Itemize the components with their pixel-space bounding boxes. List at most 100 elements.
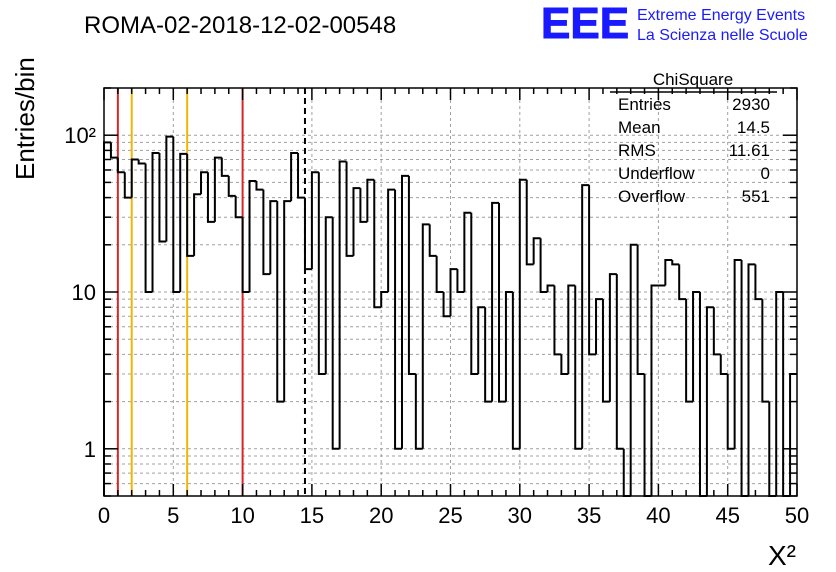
histogram-bin (179, 152, 188, 292)
histogram-bin (407, 175, 416, 375)
histogram-bin (525, 179, 534, 266)
histogram-bin (172, 136, 181, 293)
histogram-bin (477, 306, 486, 374)
histogram-bin (733, 258, 742, 449)
histogram-bin (283, 200, 292, 402)
histogram-bin (303, 197, 312, 271)
histogram-bin (234, 195, 243, 219)
histogram-bin (567, 284, 576, 374)
histogram-bin (227, 175, 236, 197)
histogram-bin (456, 269, 465, 293)
stats-value-overflow: 551 (742, 187, 770, 206)
histogram-bin (754, 264, 763, 301)
stats-title: ChiSquare (653, 70, 733, 89)
histogram-bin (331, 217, 340, 450)
histogram-bin (511, 292, 520, 450)
histogram-bin (608, 273, 617, 402)
stats-value-underflow: 0 (761, 164, 770, 183)
histogram-bin (317, 172, 326, 375)
histogram-bin (255, 181, 264, 191)
x-tick-labels: 0 5 10 15 20 25 30 35 40 45 50 (98, 503, 809, 528)
histogram-bin (310, 171, 319, 270)
histogram-bin (324, 216, 333, 374)
histogram-bin (109, 142, 118, 159)
histogram (103, 135, 797, 497)
histogram-bin (123, 172, 132, 199)
histogram-bin (504, 291, 513, 402)
chart-title: ROMA-02-2018-12-02-00548 (84, 12, 396, 39)
stats-value-entries: 2930 (732, 95, 770, 114)
stats-label-mean: Mean (618, 118, 661, 137)
stats-label-underflow: Underflow (618, 164, 695, 183)
histogram-bin (345, 161, 354, 257)
histogram-bin (352, 187, 361, 256)
histogram-bin (130, 158, 139, 198)
histogram-bin (615, 274, 624, 450)
histogram-bin (574, 285, 583, 450)
histogram-bin (539, 238, 548, 293)
histogram-bin (276, 201, 285, 403)
histogram-bin (165, 135, 174, 242)
stats-value-rms: 11.61 (729, 141, 770, 160)
histogram-bin (387, 188, 396, 292)
histogram-bin (782, 292, 791, 497)
stats-label-overflow: Overflow (618, 187, 686, 206)
histogram-bin (220, 157, 229, 177)
x-tick-label: 20 (369, 503, 393, 528)
x-tick-label: 30 (508, 503, 532, 528)
histogram-bin (421, 223, 430, 449)
histogram-bin (380, 291, 389, 308)
histogram-bin (338, 160, 347, 449)
logo-line-1: Extreme Energy Events (637, 7, 805, 24)
histogram-bin (186, 153, 195, 257)
histogram-bin (297, 153, 305, 199)
histogram-bin (262, 189, 271, 276)
x-tick-label: 15 (300, 503, 324, 528)
histogram-bin (719, 354, 728, 375)
histogram-bin (151, 152, 160, 292)
logo-line-2: La Scienza nelle Scuole (637, 27, 808, 44)
histogram-bin (712, 307, 721, 356)
histogram-bin (103, 141, 111, 496)
stats-box: ChiSquare Entries 2930 Mean 14.5 RMS 11.… (610, 70, 777, 206)
histogram-bin (200, 171, 208, 195)
histogram-bin (588, 185, 597, 356)
histogram-bin (740, 259, 749, 497)
histogram-bin (705, 306, 714, 496)
histogram-bin (560, 354, 569, 375)
x-tick-label: 50 (785, 503, 809, 528)
histogram-bin (553, 285, 562, 356)
histogram-bin (213, 156, 222, 222)
histogram-bin (629, 243, 638, 496)
eee-logo: EEE Extreme Energy Events La Scienza nel… (541, 0, 808, 49)
stats-value-mean: 14.5 (737, 118, 770, 137)
histogram-bin (414, 373, 423, 450)
histogram-bin (581, 184, 590, 449)
histogram-bin (685, 299, 694, 403)
histogram-bin (775, 291, 784, 496)
histogram-bin (449, 268, 458, 317)
histogram-bin (650, 284, 659, 496)
histogram-bin (269, 200, 278, 275)
histogram-bin (137, 159, 146, 165)
stats-label-rms: RMS (618, 141, 656, 160)
y-tick-label: 10² (64, 123, 96, 148)
histogram-bin (442, 292, 451, 318)
histogram-bin (747, 263, 756, 496)
histogram-bin (698, 292, 707, 497)
histogram-bin (158, 153, 167, 243)
histogram-bin (498, 202, 506, 403)
histogram-bin (248, 180, 257, 292)
histogram-bin (435, 255, 444, 293)
x-tick-label: 45 (715, 503, 739, 528)
histogram-bin (643, 373, 652, 497)
histogram-bin (428, 224, 437, 257)
histogram-bin (241, 217, 250, 293)
x-tick-label: 40 (646, 503, 670, 528)
y-tick-label: 10 (72, 280, 96, 305)
x-tick-label: 10 (230, 503, 254, 528)
histogram-bin (359, 188, 368, 223)
x-tick-label: 5 (167, 503, 179, 528)
histogram-bin (789, 372, 797, 496)
